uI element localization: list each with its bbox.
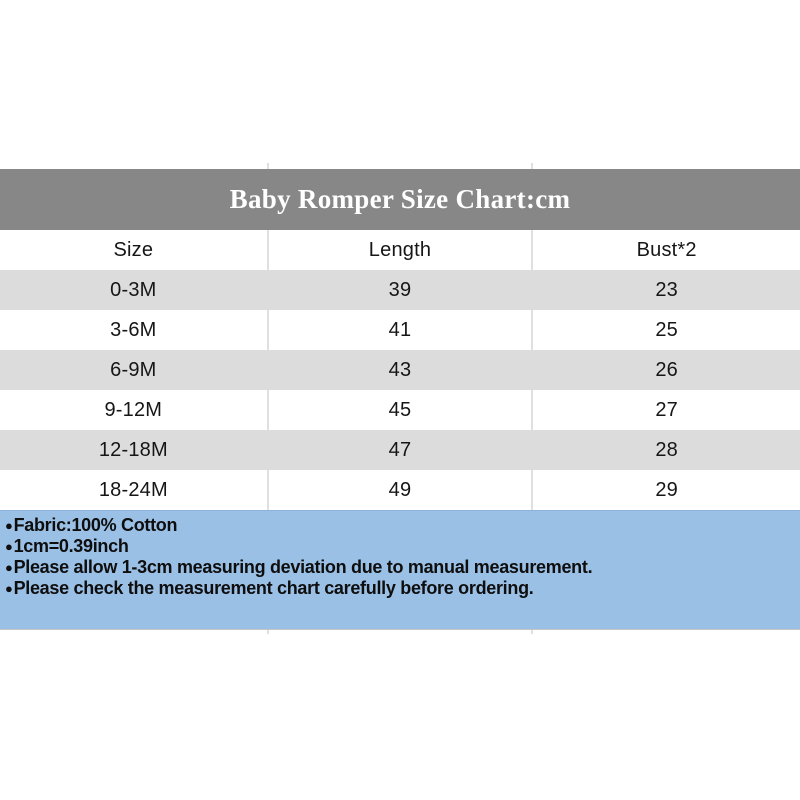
table-bottom-edge xyxy=(0,630,800,634)
table-cell: 25 xyxy=(655,318,678,341)
table-cell: 43 xyxy=(388,358,412,381)
table-cell: 28 xyxy=(655,438,678,461)
table-cell: 0-3M xyxy=(110,278,157,301)
note-text: 1cm=0.39inch xyxy=(13,536,129,556)
bullet-icon: ● xyxy=(5,560,13,575)
table-row: 12-18M 47 28 xyxy=(0,430,800,470)
table-cell xyxy=(266,163,534,169)
note-line: ●Fabric:100% Cotton xyxy=(5,515,794,536)
table-cell xyxy=(533,163,800,169)
table-row: 6-9M 43 26 xyxy=(0,350,800,390)
table-row: 9-12M 45 27 xyxy=(0,390,800,430)
note-line: ●1cm=0.39inch xyxy=(5,536,794,557)
table-cell: 12-18M xyxy=(98,438,168,461)
chart-title: Baby Romper Size Chart:cm xyxy=(229,184,571,214)
table-cell xyxy=(0,630,267,634)
note-line: ●Please allow 1-3cm measuring deviation … xyxy=(5,557,794,578)
bullet-icon: ● xyxy=(5,539,13,554)
table-cell: 23 xyxy=(655,278,678,301)
column-header-bust: Bust*2 xyxy=(636,238,697,261)
note-line: ●Please check the measurement chart care… xyxy=(5,578,794,599)
table-cell: 6-9M xyxy=(110,358,157,381)
table-header-row: Size Length Bust*2 xyxy=(0,230,800,270)
chart-title-bar: Baby Romper Size Chart:cm xyxy=(0,169,800,230)
table-row: 3-6M 41 25 xyxy=(0,310,800,350)
table-cell: 26 xyxy=(655,358,678,381)
column-header-length: Length xyxy=(266,230,534,270)
table-cell xyxy=(533,630,800,634)
note-text: Fabric:100% Cotton xyxy=(13,515,178,535)
table-cell: 39 xyxy=(388,278,412,301)
table-body: 0-3M 39 23 3-6M 41 25 6-9M 43 26 9-12M 45 27 12-18M 4… xyxy=(0,270,800,510)
bullet-icon: ● xyxy=(5,581,13,596)
table-cell: 49 xyxy=(266,470,534,510)
column-header-size: Size xyxy=(113,238,154,261)
size-chart-table: Baby Romper Size Chart:cm Size Length Bu… xyxy=(0,163,800,634)
table-row: 0-3M 39 23 xyxy=(0,270,800,310)
table-cell: 41 xyxy=(266,310,534,350)
table-cell: 47 xyxy=(388,438,412,461)
bullet-icon: ● xyxy=(5,518,13,533)
table-cell: 45 xyxy=(266,390,534,430)
note-text: Please check the measurement chart caref… xyxy=(13,578,534,598)
table-cell: 3-6M xyxy=(110,318,157,341)
table-cell: 18-24M xyxy=(98,478,168,501)
table-cell: 9-12M xyxy=(104,398,163,421)
table-cell xyxy=(0,163,267,169)
table-cell xyxy=(266,630,534,634)
note-text: Please allow 1-3cm measuring deviation d… xyxy=(13,557,593,577)
table-cell: 29 xyxy=(655,478,678,501)
notes-box: ●Fabric:100% Cotton ●1cm=0.39inch ●Please … xyxy=(0,510,800,630)
table-top-edge xyxy=(0,163,800,169)
table-cell: 27 xyxy=(655,398,678,421)
table-row: 18-24M 49 29 xyxy=(0,470,800,510)
